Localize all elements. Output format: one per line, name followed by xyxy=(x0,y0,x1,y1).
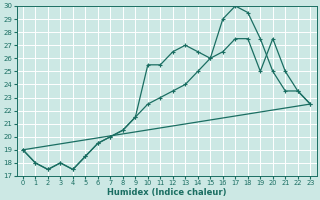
X-axis label: Humidex (Indice chaleur): Humidex (Indice chaleur) xyxy=(107,188,226,197)
